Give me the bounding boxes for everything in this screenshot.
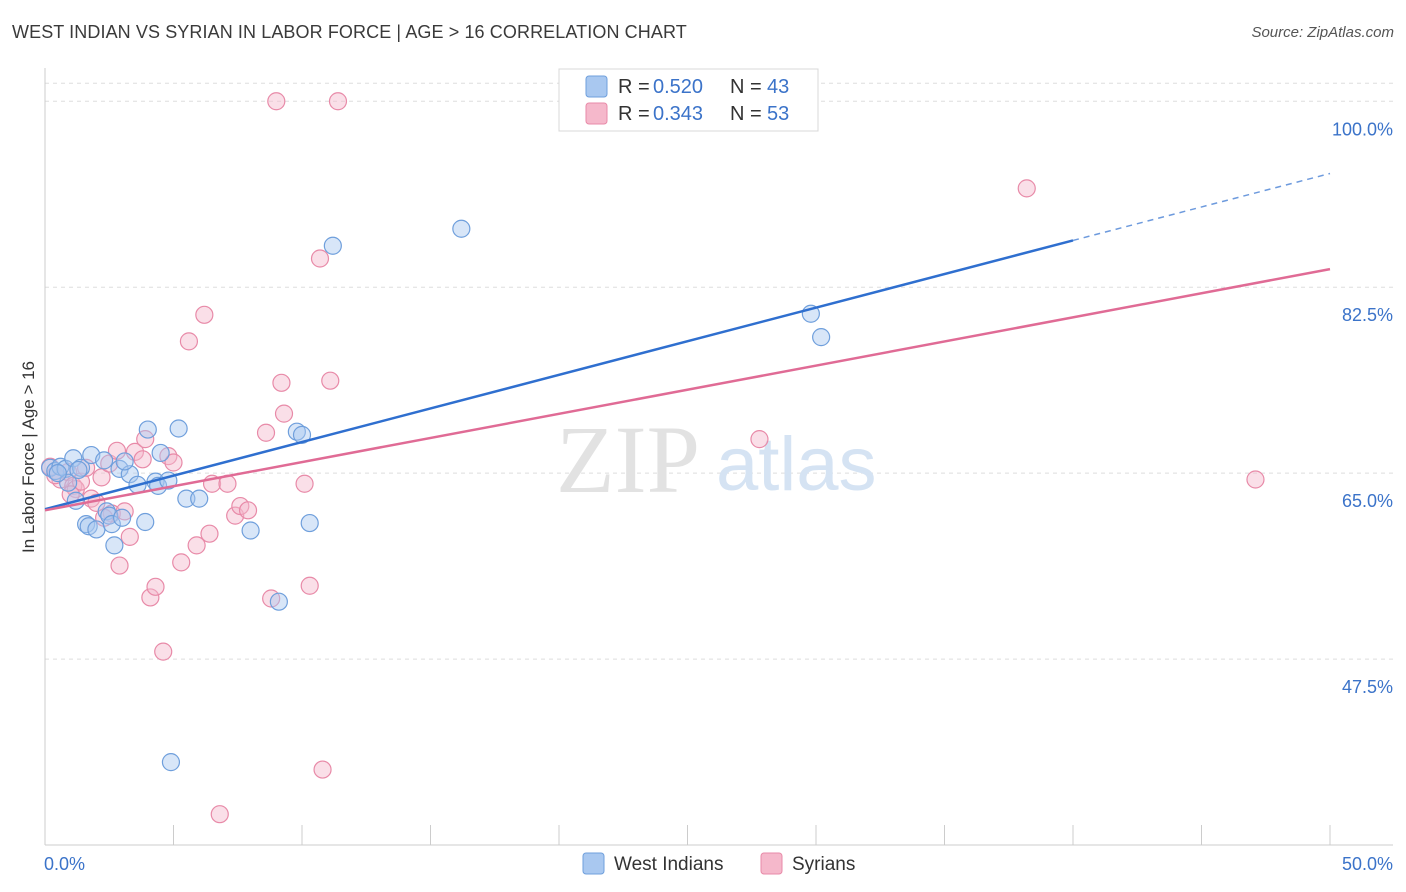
west-indians-point-18 [112, 508, 132, 527]
y-axis-label: In Labor Force | Age > 16 [19, 361, 38, 553]
syrians-point-35 [256, 423, 276, 442]
west-indians-point-28 [177, 489, 196, 508]
syrians-point-37 [267, 92, 286, 111]
y-tick-label-2: 82.5% [1342, 305, 1393, 325]
syrians-point-24 [172, 553, 191, 572]
west-indians-point-27 [169, 419, 188, 438]
syrians-point-30 [210, 805, 229, 824]
syrians-point-17 [133, 450, 152, 469]
syrians-point-40 [295, 474, 314, 493]
syrians-point-49 [1246, 470, 1265, 489]
west-indians-point-22 [138, 420, 157, 439]
syrians-point-28 [200, 524, 219, 543]
syrians-point-38 [272, 373, 291, 392]
x-tick-label-max: 50.0% [1342, 854, 1393, 874]
syrians-point-45 [328, 92, 348, 111]
west-indians-point-11 [87, 520, 106, 539]
west-indians-point-34 [300, 513, 319, 533]
axes [44, 68, 1393, 846]
syrians-point-41 [300, 576, 319, 595]
syrians-point-19 [141, 588, 160, 607]
bottom-legend-swatch-west-indians [582, 852, 605, 875]
west-indians-point-41 [115, 452, 134, 471]
legend-swatch-syrians [585, 102, 608, 125]
trend-line-west-indians [44, 239, 1074, 511]
west-indians-point-15 [102, 515, 121, 534]
y-tick-label-3: 100.0% [1332, 119, 1393, 139]
syrians-point-47 [750, 430, 769, 449]
legend-r-label-1: R = [618, 76, 650, 98]
west-indians-point-31 [269, 592, 288, 611]
legend-box: R = 0.520 N = 43 R = 0.343 N = 53 [558, 68, 819, 132]
watermark-atlas: atlas [716, 422, 877, 507]
west-indians-point-39 [161, 753, 181, 772]
legend-n-value-2: 53 [767, 103, 789, 125]
syrians-point-5 [71, 472, 91, 491]
west-indians-point-40 [69, 460, 88, 480]
chart-title: WEST INDIAN VS SYRIAN IN LABOR FORCE | A… [12, 22, 687, 42]
legend-n-label-1: N = [730, 76, 762, 98]
syrians-point-34 [238, 501, 258, 520]
trend-line-syrians [44, 267, 1331, 512]
syrians-point-23 [164, 453, 183, 472]
legend-swatch-west-indians [585, 75, 608, 98]
west-indians-point-38 [812, 328, 831, 347]
syrians-point-42 [310, 249, 330, 268]
series-west-indians [41, 219, 831, 772]
legend-r-value-2: 0.343 [653, 103, 703, 125]
y-tick-labels: 47.5% 65.0% 82.5% 100.0% [1332, 119, 1393, 697]
y-tick-label-1: 65.0% [1342, 491, 1393, 511]
watermark-zip: ZIP [556, 406, 700, 513]
bottom-legend-swatch-syrians [760, 852, 783, 875]
west-indians-point-8 [77, 515, 96, 534]
west-indians-point-35 [323, 236, 342, 255]
west-indians-point-33 [292, 425, 312, 444]
west-indians-point-5 [64, 449, 83, 468]
west-indians-point-25 [151, 443, 170, 463]
legend-n-label-2: N = [730, 103, 762, 125]
legend-n-value-1: 43 [767, 76, 789, 98]
bottom-legend-label-west-indians: West Indians [614, 854, 723, 875]
west-indians-point-36 [452, 219, 471, 238]
legend-r-value-1: 0.520 [653, 76, 703, 98]
syrians-point-44 [321, 371, 340, 390]
bottom-legend: West Indians Syrians [582, 852, 855, 875]
y-tick-label-0: 47.5% [1342, 677, 1393, 697]
syrians-point-13 [110, 556, 129, 575]
syrians-point-27 [195, 305, 214, 324]
syrians-point-15 [120, 527, 139, 546]
syrians-point-21 [154, 642, 173, 661]
syrians-point-48 [1017, 179, 1036, 198]
west-indians-point-21 [136, 512, 155, 532]
syrians-point-26 [187, 536, 206, 555]
syrians-point-43 [313, 760, 332, 779]
syrians-point-20 [146, 577, 165, 596]
syrians-point-25 [179, 332, 199, 351]
west-indians-point-30 [241, 521, 260, 540]
west-indians-point-12 [95, 451, 114, 470]
legend-r-label-2: R = [618, 103, 650, 125]
bottom-legend-label-syrians: Syrians [792, 854, 855, 875]
west-indians-point-32 [287, 422, 306, 441]
grid-lines [45, 82, 1393, 660]
syrians-point-39 [274, 404, 294, 423]
x-tick-label-min: 0.0% [44, 854, 85, 874]
west-indians-point-16 [105, 536, 124, 555]
west-indians-point-29 [190, 489, 209, 508]
west-indians-point-7 [71, 458, 91, 477]
watermark: ZIP atlas [556, 406, 877, 513]
trend-line-west-indians-extension [1072, 172, 1331, 242]
source-credit: Source: ZipAtlas.com [1251, 24, 1394, 41]
trend-lines [44, 172, 1331, 512]
west-indians-point-42 [48, 464, 67, 483]
